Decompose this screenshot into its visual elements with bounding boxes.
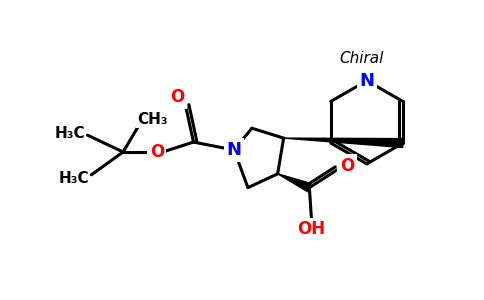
Text: N: N	[227, 141, 242, 159]
Text: O: O	[150, 143, 164, 161]
Text: O: O	[170, 88, 185, 106]
Text: H₃C: H₃C	[54, 126, 85, 141]
Polygon shape	[278, 174, 311, 192]
Text: OH: OH	[297, 220, 325, 238]
Text: N: N	[359, 72, 374, 90]
Text: H₃C: H₃C	[58, 171, 89, 186]
Polygon shape	[284, 138, 403, 148]
Text: O: O	[340, 157, 354, 175]
Text: Chiral: Chiral	[340, 51, 384, 66]
Text: CH₃: CH₃	[137, 112, 168, 127]
